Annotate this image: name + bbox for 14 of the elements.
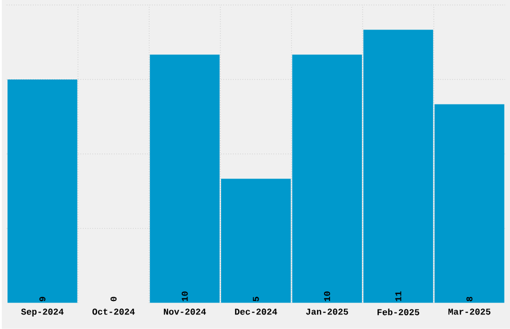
data-label: 11 — [395, 291, 402, 302]
data-label: 9 — [39, 296, 46, 302]
x-tick-label: Jan-2025 — [306, 308, 348, 315]
x-tick-label: Feb-2025 — [378, 308, 420, 316]
data-label: 0 — [110, 296, 117, 302]
x-tick-label: Sep-2024 — [21, 308, 64, 317]
x-tick-label: Mar-2025 — [448, 308, 490, 315]
data-label: 10 — [324, 292, 330, 302]
data-label: 8 — [466, 296, 472, 302]
x-tick-label: Oct-2024 — [92, 308, 135, 315]
data-label: 5 — [252, 296, 259, 302]
x-tick-label: Dec-2024 — [235, 308, 278, 315]
x-tick-label: Nov-2024 — [164, 308, 206, 315]
data-label: 10 — [182, 292, 188, 302]
